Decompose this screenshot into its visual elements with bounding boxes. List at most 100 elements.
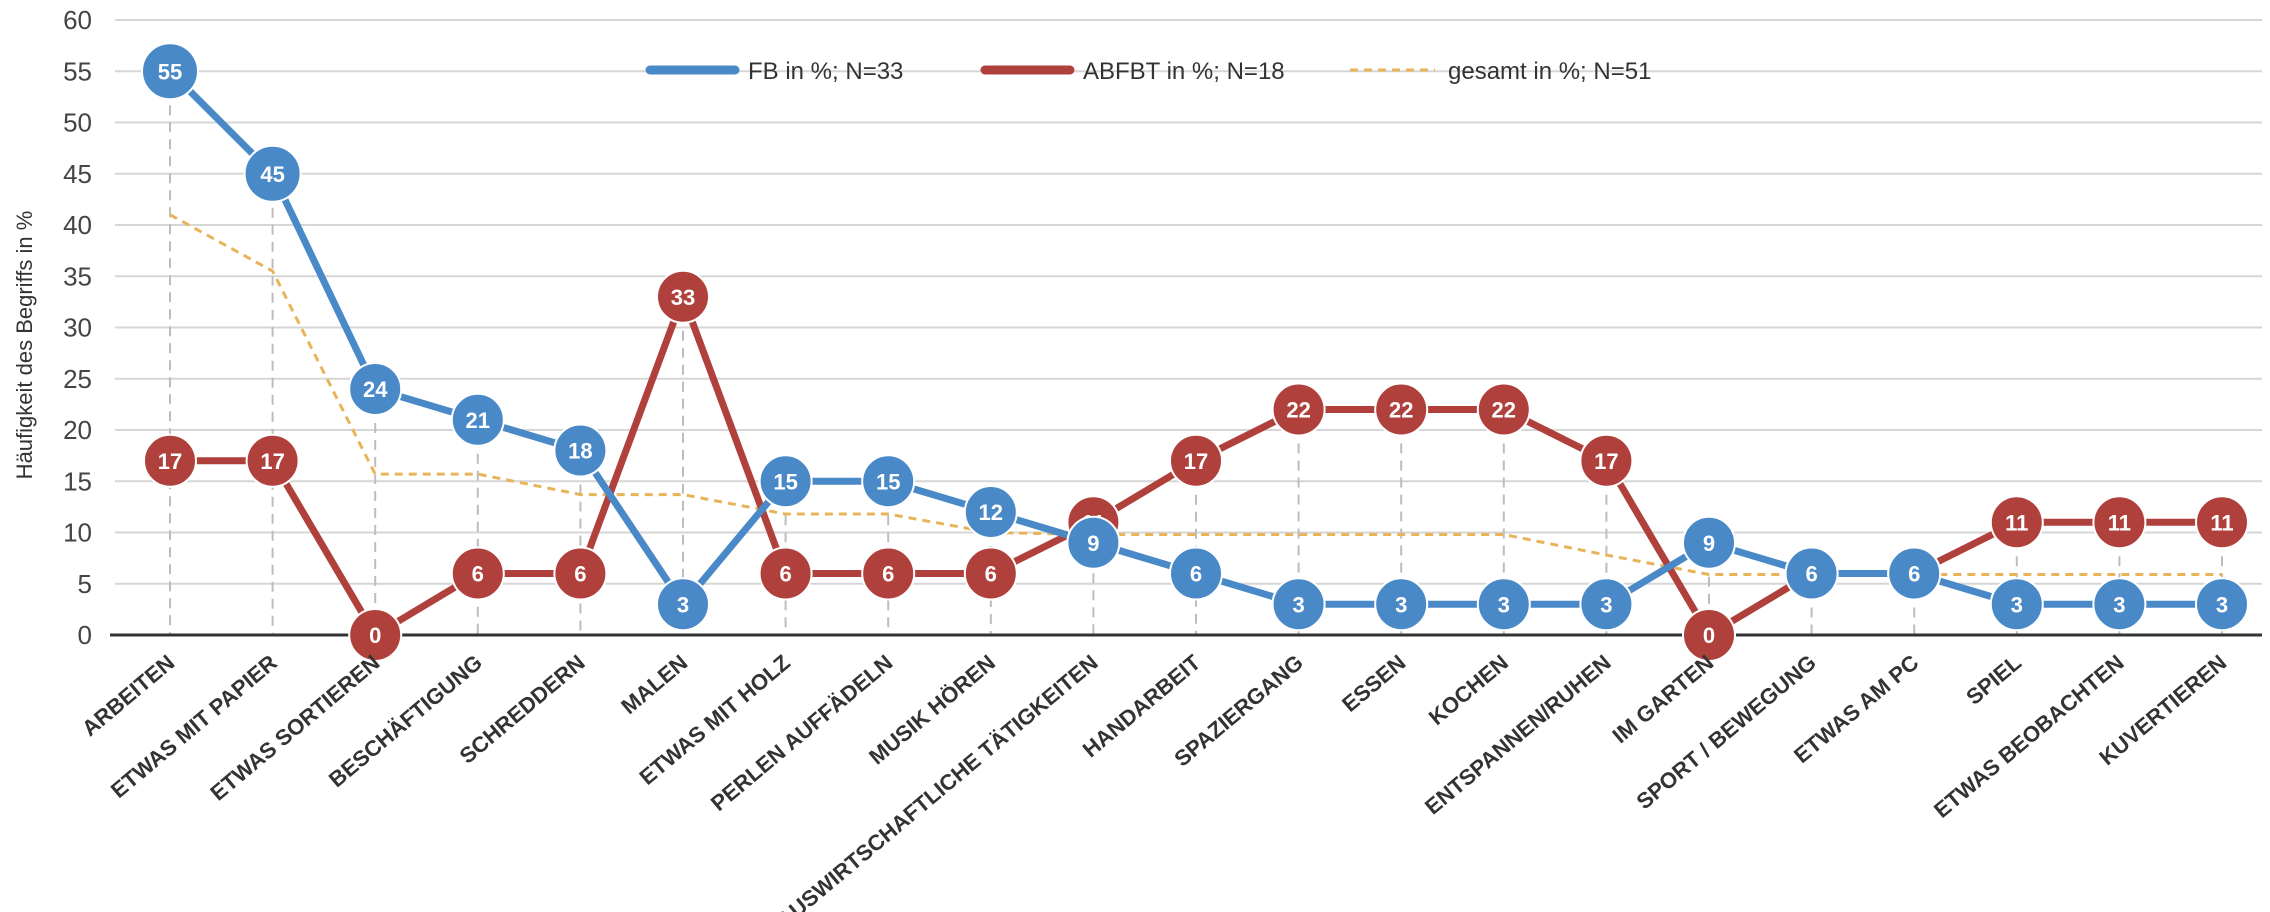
data-label-abfbt: 22 xyxy=(1389,398,1413,423)
x-category-label: PERLEN AUFFÄDELN xyxy=(706,650,897,816)
data-point-fb xyxy=(1989,577,2044,632)
y-tick-label: 25 xyxy=(63,364,92,394)
data-label-fb: 3 xyxy=(1292,592,1304,617)
data-point-abfbt xyxy=(245,433,300,488)
data-point-abfbt xyxy=(1579,433,1634,488)
data-label-fb: 6 xyxy=(1908,562,1920,587)
data-label-fb: 21 xyxy=(466,408,490,433)
data-label-fb: 15 xyxy=(773,469,797,494)
data-label-fb: 3 xyxy=(1498,592,1510,617)
data-point-abfbt xyxy=(1271,382,1326,437)
data-point-abfbt xyxy=(656,269,710,324)
data-label-abfbt: 22 xyxy=(1492,398,1516,423)
data-label-fb: 3 xyxy=(2011,592,2023,617)
x-category-label: MALEN xyxy=(616,650,692,719)
y-tick-label: 20 xyxy=(63,415,92,445)
data-point-fb xyxy=(141,42,199,101)
data-point-abfbt xyxy=(348,608,403,662)
data-label-fb: 55 xyxy=(158,59,182,84)
data-point-fb xyxy=(1271,577,1326,632)
x-category-label: SPORT / BEWEGUNG xyxy=(1632,650,1821,815)
data-point-fb xyxy=(963,485,1018,539)
data-point-fb xyxy=(243,144,302,203)
data-label-abfbt: 6 xyxy=(779,562,791,587)
x-category-label: ETWAS MIT PAPIER xyxy=(106,650,282,803)
data-point-abfbt xyxy=(450,546,505,601)
data-label-fb: 3 xyxy=(677,592,689,617)
data-point-fb xyxy=(1784,546,1839,601)
data-label-abfbt: 22 xyxy=(1286,398,1310,423)
data-point-abfbt xyxy=(553,546,608,601)
y-tick-label: 0 xyxy=(78,620,92,650)
data-label-fb: 24 xyxy=(363,377,388,402)
data-label-fb: 45 xyxy=(260,162,284,187)
data-label-abfbt: 6 xyxy=(882,562,894,587)
data-label-abfbt: 17 xyxy=(1184,449,1208,474)
gridlines xyxy=(115,19,2262,585)
x-category-label: KOCHEN xyxy=(1424,650,1513,730)
series-line-gesamt xyxy=(169,213,2222,577)
data-point-fb xyxy=(553,423,608,478)
data-label-fb: 3 xyxy=(2113,592,2125,617)
data-point-abfbt xyxy=(1476,382,1531,437)
data-label-fb: 9 xyxy=(1087,531,1099,556)
data-label-abfbt: 11 xyxy=(2005,510,2028,535)
data-label-abfbt: 0 xyxy=(1703,623,1715,648)
data-label-abfbt: 33 xyxy=(671,285,695,310)
data-point-abfbt xyxy=(2092,495,2147,550)
data-point-fb xyxy=(1682,515,1736,570)
y-tick-label: 15 xyxy=(63,466,92,496)
x-category-label: ETWAS BEOBACHTEN xyxy=(1929,650,2129,823)
data-label-fb: 3 xyxy=(2216,592,2228,617)
data-label-fb: 18 xyxy=(568,439,592,464)
data-label-fb: 15 xyxy=(876,469,900,494)
data-point-fb xyxy=(2092,577,2147,632)
data-label-fb: 6 xyxy=(1190,562,1202,587)
y-tick-label: 35 xyxy=(63,261,92,291)
data-label-abfbt: 11 xyxy=(2108,510,2131,535)
data-label-fb: 3 xyxy=(1600,592,1612,617)
data-point-fb xyxy=(1887,546,1942,601)
x-category-label: ETWAS SORTIEREN xyxy=(205,650,384,806)
data-point-abfbt xyxy=(2195,495,2249,550)
data-point-abfbt xyxy=(143,433,197,488)
data-label-fb: 6 xyxy=(1805,562,1817,587)
data-point-fb xyxy=(2195,577,2249,632)
legend-label: FB in %; N=33 xyxy=(748,58,903,85)
legend-label: gesamt in %; N=51 xyxy=(1448,58,1651,85)
data-label-abfbt: 6 xyxy=(985,562,997,587)
data-label-abfbt: 6 xyxy=(472,562,484,587)
data-point-fb xyxy=(758,454,813,509)
data-point-abfbt xyxy=(1682,608,1736,662)
data-point-fb xyxy=(1476,577,1531,632)
x-category-label: ENTSPANNEN/RUHEN xyxy=(1420,650,1616,820)
data-point-abfbt xyxy=(1374,382,1429,437)
x-category-label: HAUSWIRTSCHAFTLICHE TÄTIGKEITEN xyxy=(760,650,1103,912)
data-point-abfbt xyxy=(963,546,1018,601)
data-label-fb: 12 xyxy=(979,500,1003,525)
data-point-abfbt xyxy=(861,546,916,601)
data-label-abfbt: 17 xyxy=(260,449,284,474)
data-point-fb xyxy=(861,454,916,509)
data-point-fb xyxy=(450,392,505,447)
data-label-abfbt: 11 xyxy=(2210,510,2233,535)
data-point-fb xyxy=(656,577,710,632)
x-category-label: ARBEITEN xyxy=(77,650,179,741)
data-label-abfbt: 6 xyxy=(574,562,586,587)
data-label-abfbt: 0 xyxy=(369,623,381,648)
y-axis-title: Häufigkeit des Begriffs in % xyxy=(12,211,37,480)
data-point-fb xyxy=(1374,577,1429,632)
data-label-abfbt: 17 xyxy=(1594,449,1618,474)
y-tick-label: 30 xyxy=(63,313,92,343)
y-tick-label: 40 xyxy=(63,210,92,240)
data-point-fb xyxy=(1169,546,1223,601)
y-tick-label: 5 xyxy=(78,569,92,599)
y-axis-ticks: 0 5 10 15 20 25 30 35 40 45 50 55 60 xyxy=(63,5,92,650)
y-tick-label: 50 xyxy=(63,108,92,138)
y-tick-label: 45 xyxy=(63,159,92,189)
series-markers: 1717066336661117222222170661111115545242… xyxy=(141,42,2249,662)
x-category-label: IM GARTEN xyxy=(1608,650,1719,749)
